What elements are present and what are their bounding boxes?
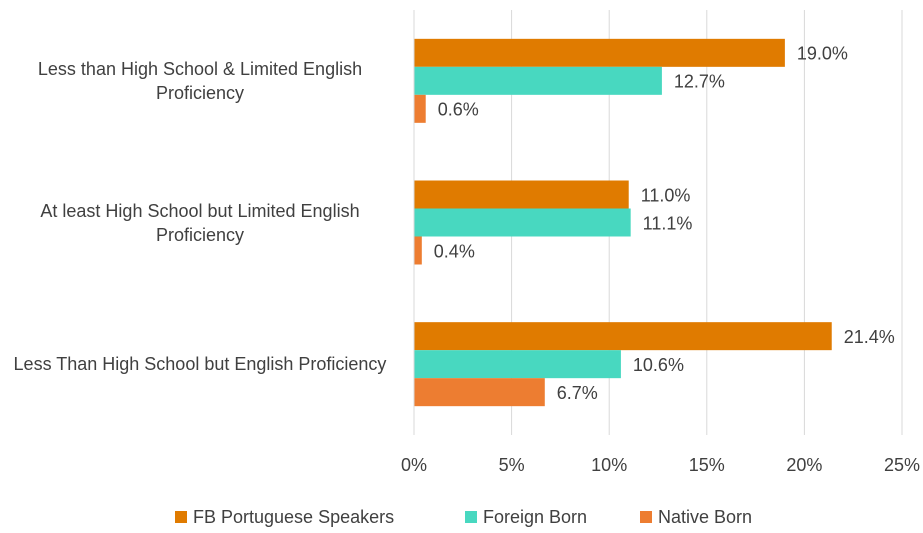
value-label: 0.4%	[434, 241, 475, 261]
bar	[414, 66, 662, 95]
value-label: 10.6%	[633, 355, 684, 375]
value-label: 11.0%	[641, 185, 691, 205]
value-label: 12.7%	[674, 72, 725, 92]
value-label: 6.7%	[557, 383, 598, 403]
y-tick-label: Less Than High School but English Profic…	[13, 354, 387, 375]
x-tick-label: 5%	[499, 455, 525, 475]
x-tick-label: 15%	[689, 455, 725, 475]
x-tick-label: 25%	[884, 455, 920, 475]
x-tick-label: 20%	[786, 455, 822, 475]
x-tick-label: 10%	[591, 455, 627, 475]
bar	[414, 350, 621, 379]
legend-label: Native Born	[658, 507, 752, 527]
legend-swatch	[175, 511, 187, 523]
bar	[414, 38, 785, 67]
y-tick-label: Less than High School & Limited English …	[37, 58, 363, 103]
legend-label: FB Portuguese Speakers	[193, 507, 394, 527]
value-label: 21.4%	[844, 327, 895, 347]
value-label: 0.6%	[438, 100, 479, 120]
bar	[414, 94, 426, 123]
bar	[414, 236, 422, 265]
bar	[414, 208, 631, 237]
bar	[414, 180, 629, 209]
value-label: 19.0%	[797, 44, 848, 64]
legend-swatch	[465, 511, 477, 523]
value-label: 11.1%	[643, 213, 693, 233]
y-tick-label: At least High School but Limited English…	[40, 200, 360, 245]
legend-swatch	[640, 511, 652, 523]
legend-label: Foreign Born	[483, 507, 587, 527]
x-tick-label: 0%	[401, 455, 427, 475]
bar	[414, 322, 832, 351]
bar	[414, 378, 545, 407]
